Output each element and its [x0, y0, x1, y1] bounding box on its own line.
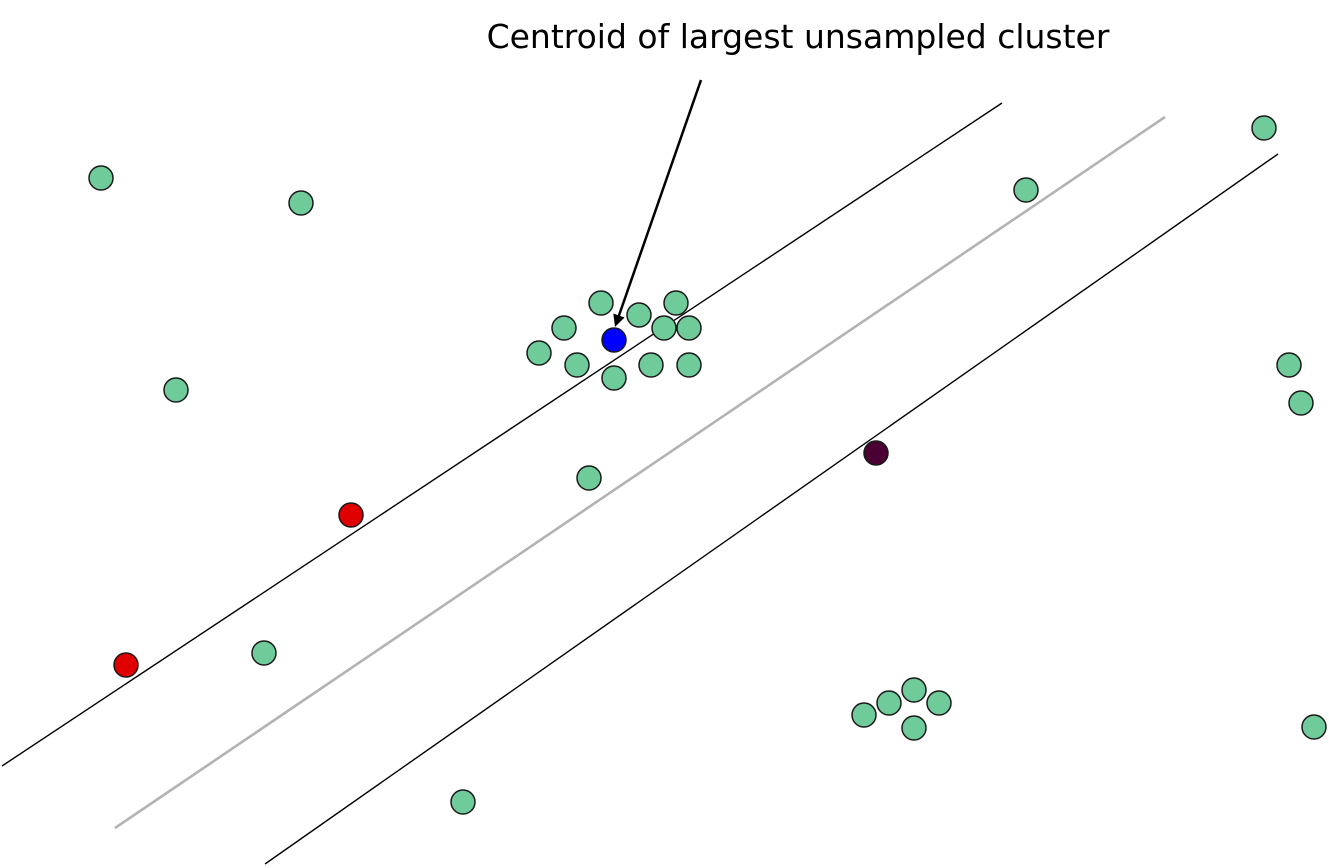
annotation-arrow — [613, 79, 703, 327]
unlabeled-point — [576, 465, 602, 491]
upper-margin-line — [1, 102, 1003, 767]
cluster-point — [588, 290, 614, 316]
cluster-point — [926, 690, 952, 716]
cluster-point — [651, 315, 677, 341]
unlabeled-point — [1251, 115, 1277, 141]
cluster-point — [601, 365, 627, 391]
labeled-point-red — [338, 502, 364, 528]
unlabeled-point — [88, 165, 114, 191]
unlabeled-point — [1276, 352, 1302, 378]
unlabeled-point — [450, 789, 476, 815]
cluster-point — [564, 352, 590, 378]
unlabeled-point — [163, 377, 189, 403]
cluster-point — [676, 352, 702, 378]
cluster-point — [526, 340, 552, 366]
lines-group — [1, 102, 1279, 865]
small-cluster — [851, 677, 952, 741]
largest-cluster — [526, 290, 702, 391]
unlabeled-point — [1288, 390, 1314, 416]
centroid-point — [601, 327, 627, 353]
unlabeled-point — [1301, 714, 1327, 740]
annotation-label: Centroid of largest unsampled cluster — [487, 17, 1110, 56]
lower-margin-line — [264, 153, 1279, 865]
labeled-points — [113, 440, 889, 678]
unlabeled-points — [88, 115, 1327, 815]
cluster-point — [663, 290, 689, 316]
cluster-point — [901, 677, 927, 703]
cluster-point — [676, 315, 702, 341]
cluster-point — [901, 715, 927, 741]
decision-boundary-line — [114, 115, 1166, 830]
labeled-point-red — [113, 652, 139, 678]
unlabeled-point — [251, 640, 277, 666]
cluster-point — [626, 302, 652, 328]
unlabeled-point — [288, 190, 314, 216]
cluster-point — [638, 352, 664, 378]
unlabeled-point — [1013, 177, 1039, 203]
labeled-point-dark — [863, 440, 889, 466]
cluster-point — [851, 702, 877, 728]
cluster-point — [876, 690, 902, 716]
cluster-point — [551, 315, 577, 341]
